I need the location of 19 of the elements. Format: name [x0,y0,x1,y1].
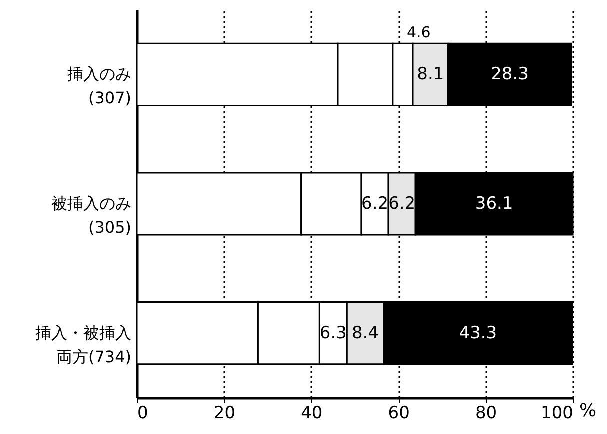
y-tick-label: 挿入のみ(307) [68,64,132,108]
data-label: 8.1 [417,64,444,85]
y-tick-label: 被挿入のみ(305) [52,194,132,237]
x-tick-label: 0 [138,404,148,424]
data-label: 6.3 [320,323,347,344]
data-label: 6.2 [362,194,389,214]
data-label: 6.2 [388,194,416,214]
data-label: 43.3 [459,323,498,344]
data-label: 36.1 [475,194,514,214]
data-label: 8.4 [352,323,379,344]
x-tick-label: 40 [301,404,323,424]
x-tick-label: 100 [541,404,574,424]
x-axis-title: % [580,400,597,422]
y-tick-label: 挿入・被挿入両方(734) [36,323,132,366]
x-tick-label: 60 [388,404,410,424]
data-label: 28.3 [491,64,529,85]
x-tick-label: 80 [475,404,498,424]
data-label: 4.6 [406,24,431,42]
x-tick-label: 20 [214,404,236,424]
